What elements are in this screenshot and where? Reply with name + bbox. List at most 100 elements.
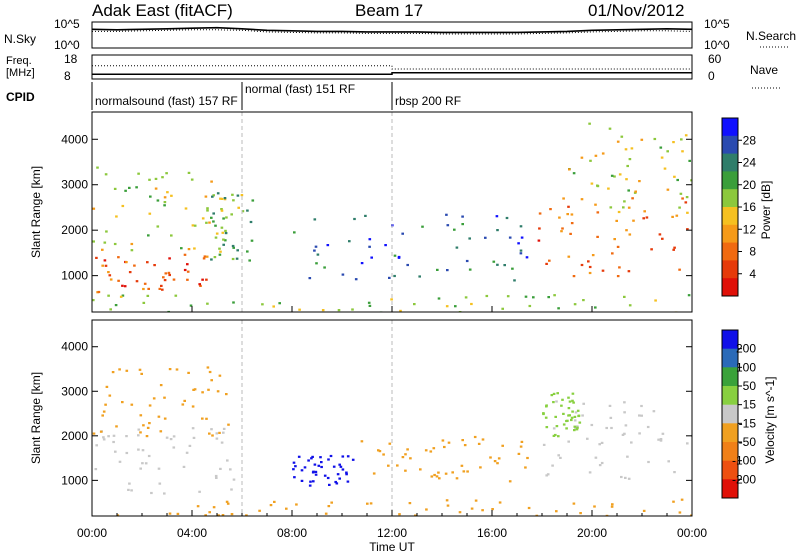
range-gate-cell [364, 214, 367, 217]
range-gate-cell [404, 469, 407, 472]
range-gate-cell [638, 414, 641, 417]
range-gate-cell [681, 150, 684, 153]
range-gate-cell [208, 432, 211, 435]
range-gate-cell [432, 447, 436, 450]
range-gate-cell [220, 441, 224, 444]
range-gate-cell [646, 425, 650, 429]
range-gate-cell [441, 439, 445, 442]
range-gate-cell [659, 146, 663, 149]
range-gate-cell [346, 455, 350, 458]
range-gate-cell [519, 249, 523, 252]
range-gate-cell [108, 394, 112, 397]
range-gate-cell [241, 210, 245, 213]
range-gate-cell [508, 480, 512, 483]
range-gate-cell [421, 225, 424, 228]
range-gate-cell [143, 282, 147, 285]
range-gate-cell [292, 468, 295, 471]
range-gate-cell [212, 506, 216, 509]
range-gate-cell [398, 513, 401, 516]
range-gate-cell [561, 227, 564, 230]
range-gate-cell [438, 477, 441, 480]
power-colorbar: 4 8 12 16 20 24 28 [721, 117, 757, 297]
freq-panel-frame [91, 54, 693, 80]
range-gate-cell [418, 275, 421, 278]
range-gate-cell [517, 242, 520, 245]
range-gate-cell [399, 309, 402, 312]
range-gate-cell [678, 268, 681, 271]
range-gate-cell [128, 482, 131, 485]
range-gate-cell [463, 444, 467, 447]
range-gate-cell [569, 232, 572, 235]
range-gate-cell [175, 368, 179, 371]
range-gate-cell [496, 462, 499, 465]
range-gate-cell [137, 434, 140, 437]
range-gate-cell [445, 499, 449, 502]
range-gate-cell [618, 266, 621, 269]
velocity-panel: 1000 2000 3000 4000 Slant Range [km] 200 100… [29, 319, 777, 517]
range-gate-cell [568, 400, 572, 403]
colorbar-tick-label: 28 [743, 133, 757, 147]
range-gate-cell [588, 122, 591, 125]
range-gate-cell [684, 134, 688, 137]
range-gate-cell [560, 404, 563, 407]
range-gate-cell [590, 182, 594, 185]
range-gate-cell [222, 431, 225, 434]
power-ylabel: Slant Range [km] [29, 166, 43, 258]
range-gate-cell [493, 460, 497, 463]
noise-panel-frame [91, 21, 693, 49]
range-gate-cell [170, 234, 173, 237]
range-gate-cell [545, 262, 548, 265]
range-gate-cell [214, 236, 218, 239]
range-gate-cell [163, 492, 166, 495]
range-gate-cell [314, 245, 318, 248]
range-gate-cell [337, 309, 341, 312]
range-gate-cell [621, 433, 625, 436]
range-gate-cell [220, 197, 224, 200]
range-gate-cell [314, 473, 318, 476]
range-gate-cell [594, 203, 597, 206]
range-gate-cell [215, 437, 219, 440]
range-gate-cell [323, 474, 327, 477]
range-gate-cell [124, 189, 127, 192]
range-gate-cell [99, 430, 103, 433]
range-gate-cell [192, 388, 195, 391]
range-gate-cell [186, 270, 190, 273]
range-gate-cell [214, 224, 217, 227]
range-gate-cell [210, 180, 213, 183]
range-gate-cell [455, 477, 459, 480]
range-gate-cell [201, 417, 204, 420]
range-gate-cell [601, 269, 605, 272]
range-gate-cell [326, 476, 330, 480]
range-gate-cell [128, 186, 131, 189]
range-gate-cell [652, 410, 656, 413]
range-gate-cell [139, 414, 143, 417]
range-gate-cell [348, 240, 351, 243]
range-gate-cell [368, 304, 372, 307]
range-gate-cell [351, 458, 355, 461]
range-gate-cell [557, 307, 560, 310]
range-gate-cell [663, 167, 667, 170]
range-gate-cell [210, 216, 213, 219]
range-gate-cell [167, 271, 171, 274]
range-gate-cell [555, 400, 558, 403]
range-gate-cell [330, 501, 333, 504]
range-gate-cell [220, 226, 224, 229]
range-gate-cell [401, 232, 404, 235]
range-gate-cell [524, 466, 527, 469]
range-gate-cell [163, 279, 167, 282]
freq-right-label: Nave [750, 63, 778, 77]
range-gate-cell [236, 249, 239, 252]
range-gate-cell [560, 230, 563, 233]
range-gate-cell [562, 423, 566, 426]
range-gate-cell [572, 502, 576, 505]
range-gate-cell [624, 476, 627, 479]
range-gate-cell [248, 259, 251, 262]
range-gate-cell [616, 275, 620, 278]
range-gate-cell [198, 283, 201, 286]
range-gate-cell [212, 194, 215, 197]
colorbar-swatch [722, 224, 738, 244]
range-gate-cell [640, 404, 643, 408]
range-gate-cell [616, 140, 620, 143]
range-gate-cell [491, 508, 494, 511]
